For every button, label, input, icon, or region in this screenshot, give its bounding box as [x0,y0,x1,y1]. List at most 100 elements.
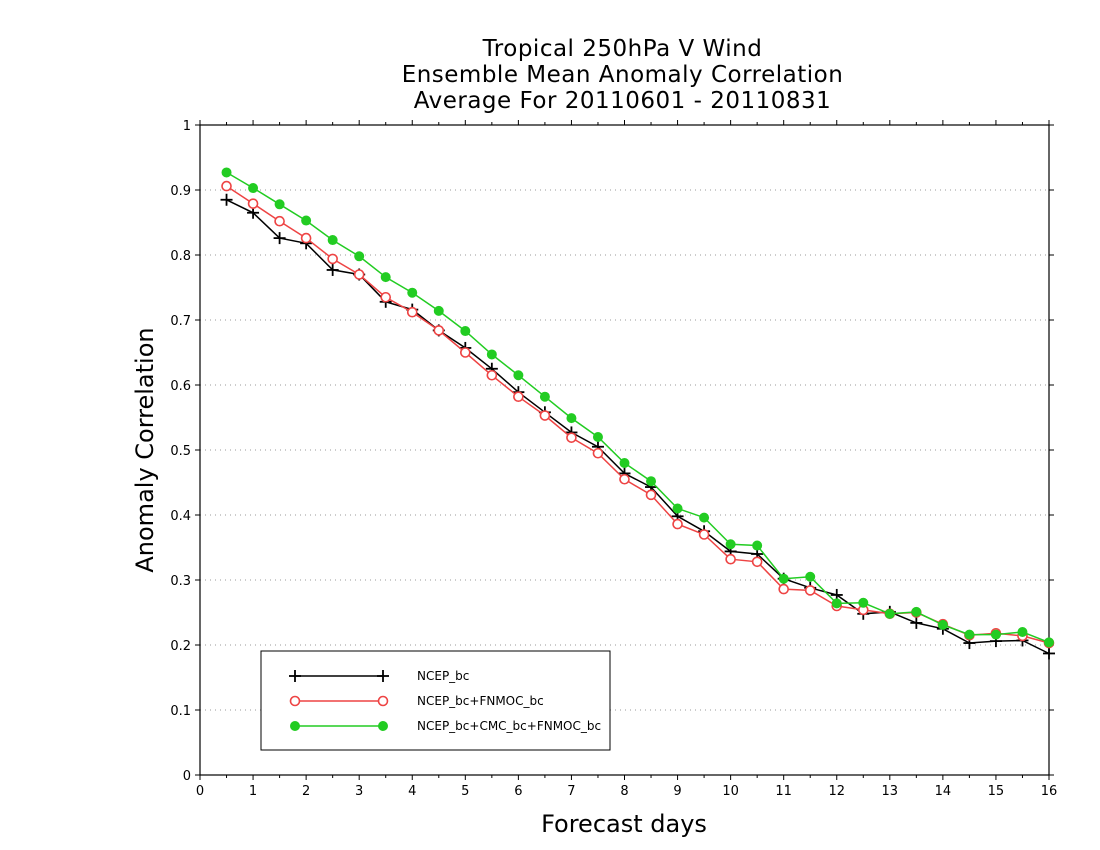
series-3 [221,167,1054,648]
legend-label: NCEP_bc [417,669,469,683]
y-tick-label: 0.3 [170,574,191,589]
data-point [778,583,789,595]
data-point [672,503,683,514]
data-point [645,489,657,501]
legend-marker [377,695,389,707]
x-tick-label: 2 [302,784,310,799]
data-point [752,540,763,551]
data-point [619,473,630,485]
y-tick-label: 0.6 [170,379,191,394]
data-point [566,413,577,424]
x-tick-label: 6 [514,784,522,799]
data-point [433,325,445,336]
data-point [592,447,604,459]
data-point [805,571,816,582]
data-point [911,606,922,617]
data-point [778,573,789,584]
x-tick-label: 0 [196,784,204,799]
y-axis-label: Anomaly Correlation [131,327,159,573]
x-tick-label: 11 [775,784,792,799]
x-tick-label: 8 [620,784,628,799]
data-point [699,512,710,523]
data-point [990,629,1001,640]
x-tick-label: 4 [408,784,416,799]
data-point [1043,647,1055,660]
legend-entry: NCEP_bc+FNMOC_bc [289,694,544,708]
legend-marker [377,670,389,682]
y-tick-label: 0.1 [170,704,191,719]
data-point [937,619,948,630]
y-tick-label: 0.7 [170,314,191,329]
data-point [646,476,657,487]
x-tick-label: 10 [722,784,739,799]
axes: 00.10.20.30.40.50.60.70.80.910 1 2 3 4 5 6 7 8 9 1… [170,119,1057,799]
data-point [380,291,392,303]
data-point [725,553,736,565]
data-point [486,369,498,381]
x-tick-label: 3 [355,784,363,799]
legend-label: NCEP_bc+FNMOC_bc [417,694,544,708]
data-point [1017,627,1028,637]
x-tick-label: 12 [828,784,845,799]
data-point [751,556,763,568]
chart-title-line-3: Average For 20110601 - 20110831 [413,88,832,114]
legend-marker [290,721,300,731]
data-point [274,199,285,210]
x-axis-label: Forecast days [541,810,707,838]
x-tick-label: 7 [567,784,575,799]
data-point [698,529,710,540]
y-tick-label: 0.9 [170,184,191,199]
data-point [273,232,286,245]
data-point [407,287,418,298]
grid-lines [200,189,1049,711]
x-tick-label: 15 [988,784,1005,799]
x-tick-label: 9 [673,784,681,799]
data-point [858,597,869,608]
legend-label: NCEP_bc+CMC_bc+FNMOC_bc [417,719,601,733]
x-tick-label: 14 [935,784,952,799]
chart-title-line-2: Ensemble Mean Anomaly Correlation [401,62,844,88]
data-point [327,253,338,265]
data-point [831,598,842,609]
data-point [619,458,630,468]
legend-marker [289,670,301,682]
data-point [300,232,312,244]
data-point [539,410,551,421]
x-tick-label: 13 [882,784,899,799]
data-point [380,272,391,283]
legend-entry: NCEP_bc+CMC_bc+FNMOC_bc [290,719,601,733]
series-1 [220,193,1055,660]
y-tick-label: 0.2 [170,639,191,654]
data-point [486,349,497,360]
data-point [672,518,683,530]
data-point [1044,637,1054,648]
data-point [804,585,816,596]
series-line [226,199,1050,655]
legend-marker [289,695,301,707]
data-point [221,167,232,178]
legend: NCEP_bc NCEP_bc+FNMOC_bc NCEP_bc+CMC_bc+FN… [260,650,611,751]
data-point [539,391,550,402]
series-layer [220,167,1055,660]
data-point [248,183,259,194]
y-tick-label: 0 [183,769,191,784]
y-tick-label: 0.4 [170,509,191,524]
data-point [460,326,471,337]
data-point [301,215,312,226]
data-point [354,251,365,262]
data-point [221,180,232,192]
chart-title-line-1: Tropical 250hPa V Wind [482,36,763,62]
legend-entry: NCEP_bc [289,669,469,683]
y-tick-label: 1 [183,119,191,134]
legend-marker [378,721,388,731]
data-point [566,432,577,443]
series-line [226,171,1050,644]
data-point [513,391,524,403]
data-point [513,370,524,381]
data-point [220,193,233,206]
data-point [592,432,603,442]
data-point [326,263,339,276]
x-tick-label: 16 [1041,784,1058,799]
data-point [406,306,418,318]
